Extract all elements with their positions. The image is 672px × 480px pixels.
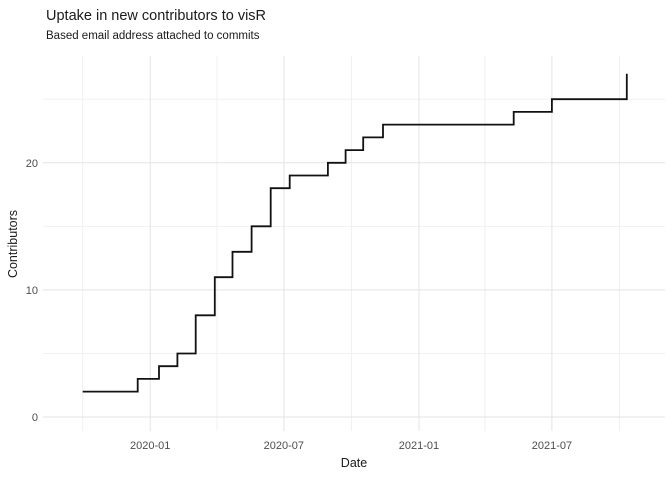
y-tick-label: 10 <box>26 285 38 297</box>
x-tick-label: 2021-07 <box>532 440 572 452</box>
y-tick-label: 20 <box>26 158 38 170</box>
x-tick-label: 2020-01 <box>130 440 170 452</box>
x-tick-label: 2021-01 <box>399 440 439 452</box>
step-line <box>82 73 628 393</box>
chart-subtitle: Based email address attached to commits <box>46 30 260 42</box>
y-tick-label: 0 <box>32 412 38 424</box>
x-tick-label: 2020-07 <box>264 440 304 452</box>
x-axis-title: Date <box>340 456 368 470</box>
y-axis-title: Contributors <box>6 209 20 279</box>
chart-title: Uptake in new contributors to visR <box>46 8 267 24</box>
